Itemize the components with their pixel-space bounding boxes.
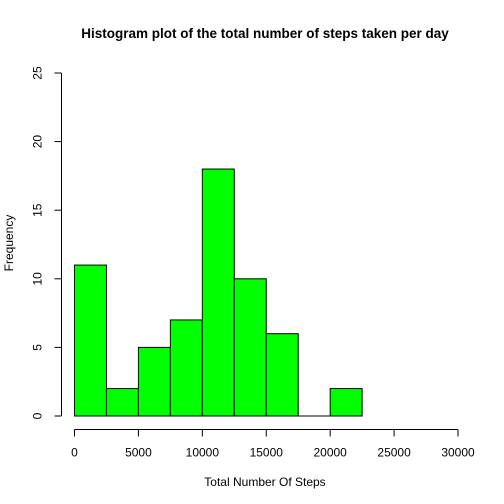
histogram-bar <box>106 389 138 416</box>
y-tick-label: 0 <box>31 412 45 419</box>
x-tick-label: 25000 <box>377 446 411 460</box>
x-tick-label: 5000 <box>125 446 152 460</box>
x-tick-label: 20000 <box>313 446 347 460</box>
histogram-bar <box>330 389 362 416</box>
histogram-bar <box>234 279 266 416</box>
x-tick-label: 15000 <box>250 446 284 460</box>
y-tick-label: 15 <box>31 203 45 217</box>
y-axis: 0 5 10 15 20 25 <box>31 66 62 419</box>
y-tick-label: 20 <box>31 135 45 149</box>
x-axis: 0 5000 10000 15000 20000 25000 30000 <box>71 430 475 460</box>
x-tick-label: 0 <box>71 446 78 460</box>
chart-title: Histogram plot of the total number of st… <box>81 26 449 41</box>
y-axis-label: Frequency <box>2 215 16 272</box>
y-tick-label: 10 <box>31 272 45 286</box>
histogram-bar <box>266 334 298 416</box>
histogram-bar <box>170 320 202 416</box>
x-tick-label: 30000 <box>441 446 475 460</box>
histogram-bar <box>202 169 234 416</box>
x-tick-label: 10000 <box>186 446 220 460</box>
bars-group <box>75 169 363 416</box>
y-tick-label: 25 <box>31 66 45 80</box>
y-tick-label: 5 <box>31 344 45 351</box>
histogram-bar <box>138 347 170 416</box>
histogram-bar <box>75 265 107 416</box>
x-axis-label: Total Number Of Steps <box>204 475 325 489</box>
